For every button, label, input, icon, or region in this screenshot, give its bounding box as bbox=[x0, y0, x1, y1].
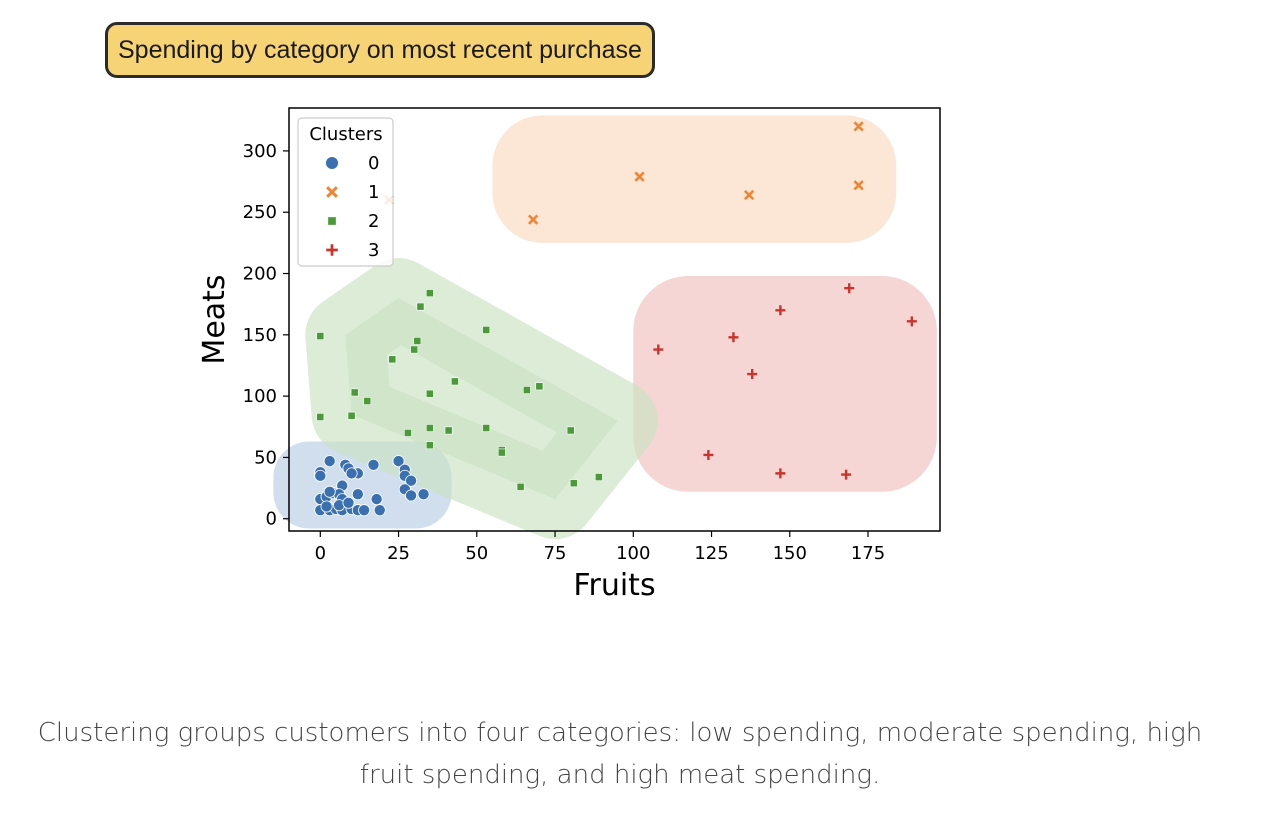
cluster-0-point bbox=[405, 474, 418, 487]
x-tick-label: 125 bbox=[694, 543, 728, 564]
legend-item-2: 2 bbox=[327, 211, 379, 232]
cluster-2-point bbox=[316, 332, 325, 340]
cluster-2-point bbox=[482, 326, 491, 334]
axis-layer: 0 25 50 75 100 125 150 175 0 50 100 150 200 250 300 bbox=[243, 141, 886, 564]
cluster-2-point bbox=[425, 389, 434, 398]
cluster-2-point bbox=[482, 424, 491, 432]
cluster-0-point bbox=[314, 469, 327, 482]
x-tick-label: 75 bbox=[544, 543, 567, 564]
cluster-2-point bbox=[535, 382, 544, 391]
cluster-3-point bbox=[728, 332, 739, 343]
legend-box bbox=[297, 117, 394, 267]
legend-label: 0 bbox=[368, 153, 379, 174]
y-tick-label: 150 bbox=[243, 325, 277, 346]
legend-item-0: 0 bbox=[325, 153, 379, 174]
chart-title-badge: Spending by category on most recent purc… bbox=[105, 22, 655, 78]
cluster-2-point bbox=[404, 429, 412, 437]
legend-marker-0 bbox=[325, 156, 339, 170]
cluster-3-point bbox=[703, 449, 714, 460]
cluster-0-point bbox=[323, 485, 336, 498]
y-tick-label: 100 bbox=[243, 386, 277, 407]
legend-marker-1 bbox=[326, 186, 338, 198]
cluster-1-point bbox=[528, 214, 539, 225]
legend-item-3: 3 bbox=[326, 240, 379, 261]
cluster-2-point bbox=[416, 302, 425, 311]
legend-marker-3 bbox=[326, 244, 338, 256]
y-tick-label: 0 bbox=[266, 509, 277, 530]
cluster-0-point bbox=[405, 489, 418, 502]
y-tick-label: 200 bbox=[243, 264, 277, 285]
cluster-1-highlight bbox=[492, 115, 897, 243]
y-tick-label: 50 bbox=[254, 447, 277, 468]
cluster-2-point bbox=[569, 479, 578, 488]
y-tick-label: 250 bbox=[243, 202, 277, 223]
cluster-0-point bbox=[417, 488, 430, 501]
cluster-1-point bbox=[853, 180, 864, 191]
cluster-3-point bbox=[653, 344, 664, 355]
cluster-0-points bbox=[314, 455, 430, 517]
cluster-0-point bbox=[342, 496, 355, 509]
cluster-0-point bbox=[392, 455, 405, 468]
x-tick-label: 0 bbox=[315, 543, 326, 564]
x-tick-label: 25 bbox=[387, 543, 410, 564]
cluster-0-point bbox=[358, 504, 371, 517]
plot-frame bbox=[288, 107, 941, 532]
cluster-3-point bbox=[775, 305, 786, 316]
scatter-chart: 0 25 50 75 100 125 150 175 0 50 100 150 200 250 300 Fr… bbox=[197, 107, 941, 603]
cluster-3-points bbox=[653, 283, 917, 480]
cluster-0-point bbox=[367, 458, 380, 471]
cluster-2-point bbox=[497, 448, 506, 457]
cluster-2-point bbox=[566, 426, 575, 435]
cluster-2-point bbox=[425, 441, 434, 450]
cluster-3-point bbox=[841, 469, 852, 480]
cluster-3-point bbox=[844, 283, 855, 294]
cluster-0-point bbox=[373, 504, 386, 517]
cluster-2-point bbox=[347, 411, 356, 420]
cluster-0-point bbox=[320, 500, 333, 513]
cluster-2-highlight bbox=[305, 258, 658, 540]
data-points-layer bbox=[314, 121, 917, 517]
cluster-3-point bbox=[906, 316, 917, 327]
x-tick-label: 100 bbox=[616, 543, 650, 564]
x-axis-label: Fruits bbox=[573, 568, 655, 603]
cluster-2-points bbox=[316, 289, 603, 491]
cluster-0-point bbox=[370, 493, 383, 506]
legend-label: 2 bbox=[368, 211, 379, 232]
cluster-2-point bbox=[594, 473, 603, 481]
legend-title: Clusters bbox=[309, 124, 382, 145]
cluster-2-point bbox=[388, 355, 397, 364]
cluster-2-point bbox=[516, 482, 525, 491]
y-axis-label: Meats bbox=[197, 274, 232, 364]
cluster-2-point bbox=[413, 337, 422, 345]
cluster-2-point bbox=[363, 397, 372, 405]
cluster-2-point bbox=[522, 386, 531, 394]
cluster-2-point bbox=[425, 289, 434, 298]
cluster-3-point bbox=[775, 468, 786, 479]
cluster-3-point bbox=[747, 369, 758, 380]
cluster-0-point bbox=[345, 467, 358, 480]
y-tick-label: 300 bbox=[243, 141, 277, 162]
cluster-2-point bbox=[410, 345, 419, 354]
legend: Clusters 0 1 2 3 bbox=[297, 117, 394, 267]
cluster-0-point bbox=[323, 455, 336, 468]
cluster-1-point bbox=[853, 121, 864, 132]
cluster-0-point bbox=[351, 488, 364, 501]
legend-label: 1 bbox=[368, 182, 379, 203]
legend-label: 3 bbox=[368, 240, 379, 261]
x-tick-label: 150 bbox=[773, 543, 807, 564]
chart-caption: Clustering groups customers into four ca… bbox=[37, 718, 1203, 790]
cluster-1-point bbox=[743, 189, 755, 201]
x-tick-label: 175 bbox=[851, 543, 885, 564]
cluster-2-point bbox=[444, 426, 453, 435]
cluster-3-highlight bbox=[633, 275, 937, 492]
cluster-1-point bbox=[634, 171, 645, 182]
cluster-2-point bbox=[350, 388, 359, 397]
x-tick-label: 50 bbox=[465, 543, 488, 564]
cluster-2-point bbox=[425, 424, 434, 432]
legend-item-1: 1 bbox=[326, 182, 379, 203]
cluster-2-point bbox=[450, 377, 459, 386]
legend-marker-2 bbox=[327, 216, 337, 226]
cluster-2-point bbox=[316, 413, 325, 421]
